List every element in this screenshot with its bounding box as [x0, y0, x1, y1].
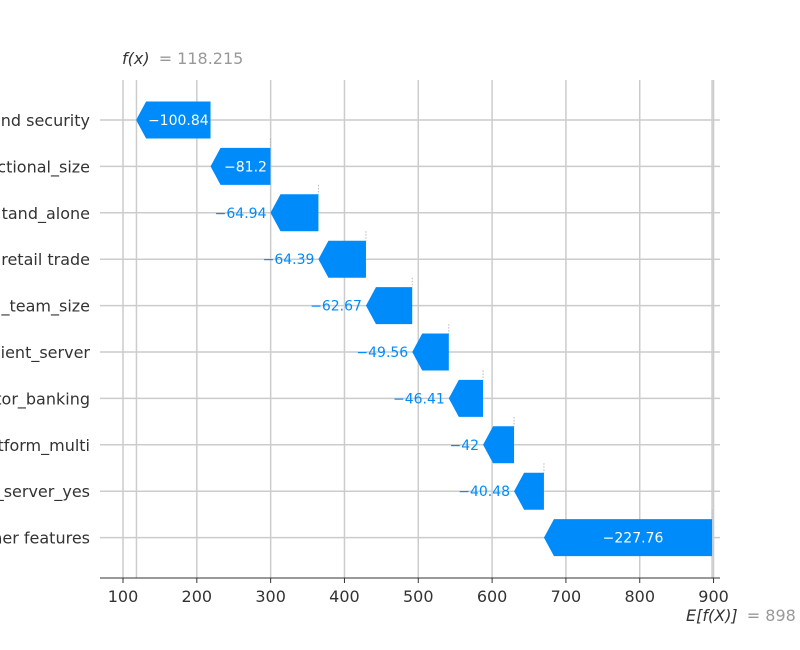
bar-8	[514, 472, 544, 510]
feature-label: her features	[0, 529, 90, 548]
x-tick-label: 400	[329, 587, 360, 606]
fx-label: f(x) = 118.215	[122, 49, 243, 68]
bar-value-label: −227.76	[603, 531, 664, 547]
fx-symbol: f(x)	[122, 49, 150, 68]
x-tick-label: 800	[624, 587, 655, 606]
bar-1	[210, 147, 271, 185]
bar-2	[270, 194, 319, 232]
bar-4	[365, 287, 413, 325]
x-tick-label: 200	[182, 587, 213, 606]
row-lines-layer	[100, 119, 720, 539]
bar-value-label: −40.48	[458, 484, 510, 500]
x-tick-label: 900	[698, 587, 729, 606]
x-axis: 100 200 300 400 500 600 700 800 900	[100, 577, 729, 606]
x-tick-label: 700	[551, 587, 582, 606]
feature-label: tform_multi	[0, 436, 90, 456]
x-tick-label: 300	[255, 587, 286, 606]
feature-label: ient_server	[1, 343, 91, 363]
bar-9	[543, 519, 713, 557]
feature-label: retail trade	[1, 250, 90, 269]
feature-label: and security	[0, 111, 90, 130]
efx-label: E[f(X)] = 898	[686, 606, 796, 625]
bar-value-label: −100.84	[148, 113, 209, 129]
efx-value: = 898	[747, 606, 796, 625]
feature-label: tor_banking	[0, 389, 90, 409]
feature-label: tand_alone	[2, 204, 90, 224]
bar-value-label: −64.94	[215, 206, 267, 222]
bar-value-label: −64.39	[263, 252, 315, 268]
bar-value-label: −49.56	[356, 345, 408, 361]
bar-value-label: −81.2	[224, 159, 267, 175]
bar-3	[318, 240, 366, 278]
feature-label: _server_yes	[0, 482, 90, 502]
feature-labels-layer: and security ctional_size tand_alone retai…	[0, 111, 90, 548]
x-tick-label: 500	[403, 587, 434, 606]
x-tick-label: 100	[108, 587, 139, 606]
bar-6	[448, 379, 484, 417]
feature-label: _team_size	[0, 297, 90, 317]
feature-label: ctional_size	[0, 157, 90, 177]
bar-value-label: −42	[450, 438, 480, 454]
bar-value-label: −62.67	[310, 299, 362, 315]
bar-0	[136, 101, 211, 139]
bar-value-label: −46.41	[393, 391, 445, 407]
bar-7	[483, 426, 515, 464]
efx-symbol: E[f(X)]	[686, 606, 738, 625]
grid-layer	[122, 80, 715, 578]
fx-value: = 118.215	[159, 49, 244, 68]
bars-layer: −100.84 −81.2 −64.94 −64.39 −62.67 −49.56 −46.…	[136, 101, 713, 557]
x-tick-label: 600	[477, 587, 508, 606]
bar-5	[412, 333, 449, 371]
